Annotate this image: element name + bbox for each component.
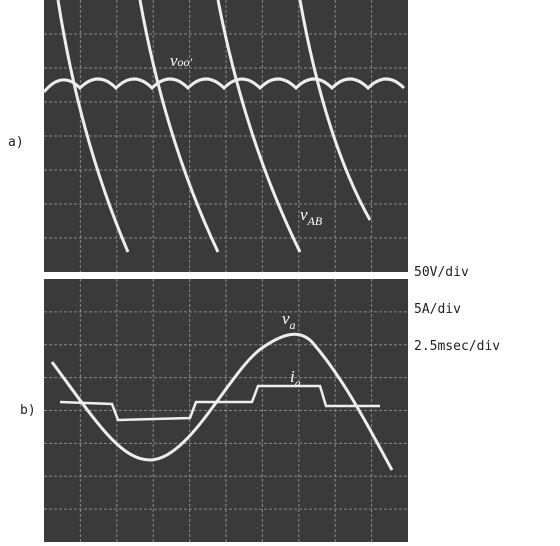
trace-label: va bbox=[282, 309, 296, 332]
scope-screen-b bbox=[44, 279, 408, 542]
scale-label: 5A/div bbox=[414, 302, 461, 317]
trace-subscript: a bbox=[290, 318, 296, 332]
trace-subscript: oo' bbox=[178, 55, 193, 69]
trace-label: ia bbox=[290, 367, 301, 390]
current-trace bbox=[59, 384, 380, 422]
trace-symbol: i bbox=[290, 367, 295, 386]
trace-symbol: v bbox=[282, 309, 290, 328]
scale-label: 50V/div bbox=[414, 265, 469, 280]
trace-label: voo' bbox=[170, 51, 193, 70]
sawtooth-trace bbox=[56, 0, 372, 253]
ripple-trace bbox=[42, 77, 406, 93]
sine-trace bbox=[50, 332, 394, 471]
panel-label: a) bbox=[8, 135, 24, 150]
trace-label: vAB bbox=[300, 205, 323, 228]
trace-subscript: a bbox=[295, 376, 301, 390]
trace-symbol: v bbox=[300, 205, 308, 224]
trace-subscript: AB bbox=[307, 214, 323, 228]
trace-symbol: v bbox=[170, 51, 178, 70]
panel-label: b) bbox=[20, 403, 36, 418]
scale-label: 2.5msec/div bbox=[414, 339, 500, 354]
